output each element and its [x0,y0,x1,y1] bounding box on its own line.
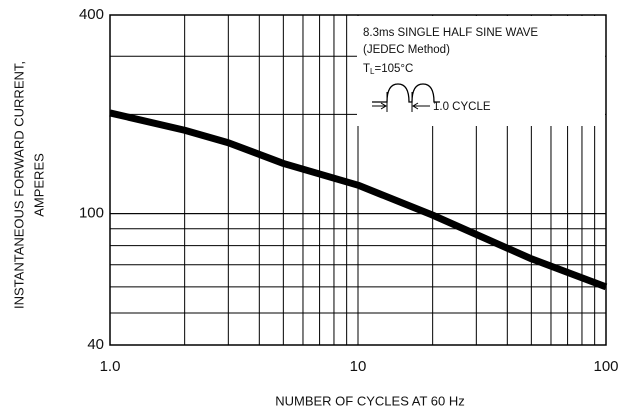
y-tick-label: 400 [79,6,104,23]
y-tick-label: 100 [79,205,104,222]
x-tick-label: 100 [593,358,618,375]
annotation-text: (JEDEC Method) [363,44,450,56]
annotation-text: 8.3ms SINGLE HALF SINE WAVE [363,27,538,39]
y-tick-label: 40 [87,336,104,353]
y-axis-label: INSTANTANEOUS FORWARD CURRENT, [11,61,26,309]
x-tick-label: 1.0 [100,358,121,375]
arrow [372,102,430,110]
annotation-text: 1.0 CYCLE [433,101,491,113]
data-line [109,109,608,291]
waveform [372,83,440,103]
x-tick-label: 10 [350,358,367,375]
y-axis-label: AMPERES [31,153,46,217]
annotation-text: T [363,63,370,75]
plot-frame [109,14,607,346]
annotation-text: L [370,67,375,76]
annotation-text: =105°C [374,63,413,75]
annotation-text: TL=105°C [363,63,413,76]
x-axis-label: NUMBER OF CYCLES AT 60 Hz [275,393,465,408]
annotation-box [357,16,605,126]
